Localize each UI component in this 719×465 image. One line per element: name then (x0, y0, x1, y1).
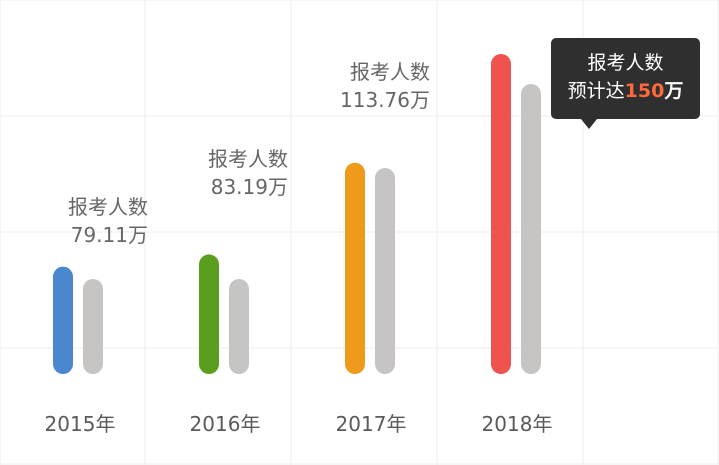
annotation-2015: 报考人数 79.11万 (40, 193, 148, 249)
annotation-2016-line2: 83.19万 (210, 175, 288, 199)
annotation-2016-line1: 报考人数 (208, 147, 288, 171)
tooltip-line1: 报考人数 (587, 52, 664, 74)
tooltip-value: 150 (624, 80, 665, 102)
x-tick-label-2016: 2016年 (189, 412, 261, 436)
annotation-2017-line2: 113.76万 (340, 88, 430, 112)
bar-secondary-2015 (83, 279, 103, 374)
bar-secondary-2017 (375, 168, 395, 374)
annotation-2015-line1: 报考人数 (68, 195, 148, 219)
annotation-2017: 报考人数 113.76万 (320, 58, 430, 114)
forecast-tooltip: 报考人数 预计达150万 (551, 38, 700, 119)
x-tick-label-2017: 2017年 (335, 412, 407, 436)
bar-secondary-2016 (229, 279, 249, 374)
annotation-2016: 报考人数 83.19万 (180, 145, 288, 201)
x-tick-label-2018: 2018年 (481, 412, 553, 436)
annotation-2015-line2: 79.11万 (70, 223, 148, 247)
tooltip-unit: 万 (664, 80, 684, 102)
bar-primary-2018 (491, 54, 511, 374)
tooltip-line2: 预计达150万 (551, 77, 700, 105)
bar-primary-2017 (345, 162, 365, 374)
bar-primary-2016 (199, 254, 219, 374)
x-tick-label-2015: 2015年 (44, 412, 116, 436)
tooltip-pointer (581, 119, 597, 129)
bar-secondary-2018 (521, 84, 541, 374)
tooltip-prefix: 预计达 (567, 80, 625, 102)
bar-primary-2015 (53, 266, 73, 374)
annotation-2017-line1: 报考人数 (350, 60, 430, 84)
